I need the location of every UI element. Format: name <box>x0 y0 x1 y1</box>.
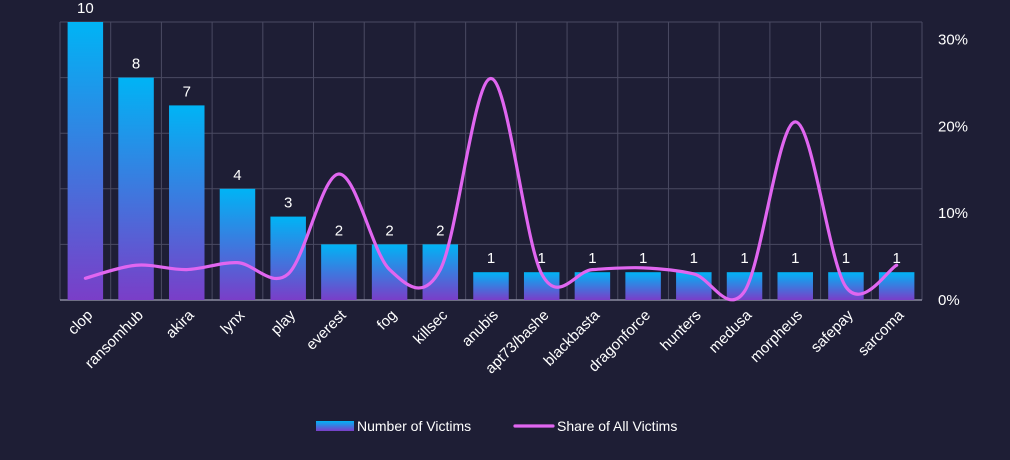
legend: Number of Victims Share of All Victims <box>316 418 677 434</box>
bar-value-label: 1 <box>639 250 647 267</box>
category-label: lynx <box>217 306 248 337</box>
bar-value-label: 7 <box>183 83 191 100</box>
bar-value-label: 3 <box>284 195 292 212</box>
category-label: fog <box>374 307 401 334</box>
bar-ransomhub <box>118 77 154 300</box>
category-label: safepay <box>808 306 858 356</box>
bar-anubis <box>473 272 509 300</box>
bar-value-label: 2 <box>385 222 393 239</box>
category-label: hunters <box>657 307 704 354</box>
category-label: anubis <box>459 307 502 350</box>
bar-value-label: 1 <box>740 250 748 267</box>
category-label: sarcoma <box>855 306 908 359</box>
bar-clop <box>67 22 104 300</box>
legend-bar-swatch <box>316 421 354 431</box>
bar-medusa <box>726 272 763 300</box>
bars <box>67 22 915 301</box>
right-axis-tick-label: 30% <box>938 31 968 48</box>
bar-value-label: 1 <box>842 250 850 267</box>
bar-value-label: 1 <box>690 250 698 267</box>
bar-everest <box>321 244 357 300</box>
right-axis-tick-label: 0% <box>938 292 960 309</box>
share-line-path <box>83 76 899 302</box>
bar-value-label: 1 <box>588 250 596 267</box>
right-axis-tick-label: 10% <box>938 205 968 222</box>
category-label: akira <box>163 306 198 341</box>
bar-value-label: 1 <box>791 250 799 267</box>
right-axis-tick-label: 20% <box>938 118 968 135</box>
category-label: play <box>268 306 300 338</box>
bar-fog <box>371 244 408 300</box>
bar-hunters <box>676 272 712 300</box>
bar-morpheus <box>777 272 813 300</box>
bar-value-label: 8 <box>132 56 140 73</box>
category-label: everest <box>303 306 350 353</box>
bar-value-label: 2 <box>436 222 444 239</box>
category-label: morpheus <box>747 307 806 366</box>
bar-blackbasta <box>574 272 611 300</box>
category-label: killsec <box>410 306 451 347</box>
bar-dragonforce <box>625 272 661 300</box>
bar-value-label: 1 <box>487 250 495 267</box>
category-label: clop <box>65 307 96 338</box>
bar-value-label: 1 <box>538 250 546 267</box>
bar-value-label: 2 <box>335 222 343 239</box>
category-label: medusa <box>706 306 756 356</box>
bar-lynx <box>219 188 256 300</box>
bar-value-label: 10 <box>77 0 94 17</box>
legend-label: Number of Victims <box>357 418 471 434</box>
share-line <box>83 76 899 302</box>
bar-value-label: 1 <box>892 250 900 267</box>
legend-label: Share of All Victims <box>557 418 677 434</box>
bar-value-label: 4 <box>233 167 241 184</box>
bar-play <box>270 216 306 300</box>
